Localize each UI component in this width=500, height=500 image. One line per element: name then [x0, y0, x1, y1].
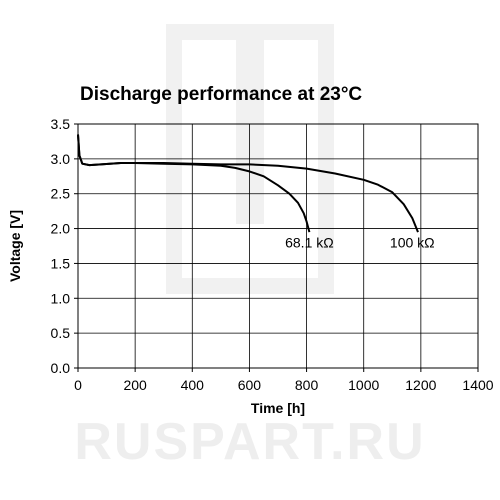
x-tick-label: 400 [181, 377, 205, 393]
watermark-text: RUSPART.RU [74, 413, 426, 471]
y-tick-label: 0.0 [51, 360, 71, 376]
x-tick-label: 800 [295, 377, 319, 393]
y-tick-label: 2.5 [51, 186, 71, 202]
x-tick-label: 0 [74, 377, 82, 393]
x-tick-label: 600 [238, 377, 262, 393]
y-tick-label: 0.5 [51, 325, 71, 341]
series-line-1 [77, 134, 311, 233]
y-tick-label: 1.5 [51, 255, 71, 271]
x-axis-title: Time [h] [251, 400, 305, 416]
x-tick-label: 1400 [462, 377, 493, 393]
curve-annotation: 100 kΩ [390, 235, 435, 251]
y-axis-title: Voltage [V] [7, 210, 23, 282]
series-line-2 [77, 134, 419, 233]
chart-title: Discharge performance at 23°C [80, 84, 363, 105]
y-tick-label: 3.0 [51, 151, 71, 167]
y-tick-label: 3.5 [51, 116, 71, 132]
y-tick-label: 2.0 [51, 221, 71, 237]
x-tick-label: 200 [123, 377, 147, 393]
x-tick-label: 1000 [348, 377, 379, 393]
curve-annotation: 68.1 kΩ [285, 235, 334, 251]
x-tick-label: 1200 [405, 377, 436, 393]
y-tick-label: 1.0 [51, 290, 71, 306]
